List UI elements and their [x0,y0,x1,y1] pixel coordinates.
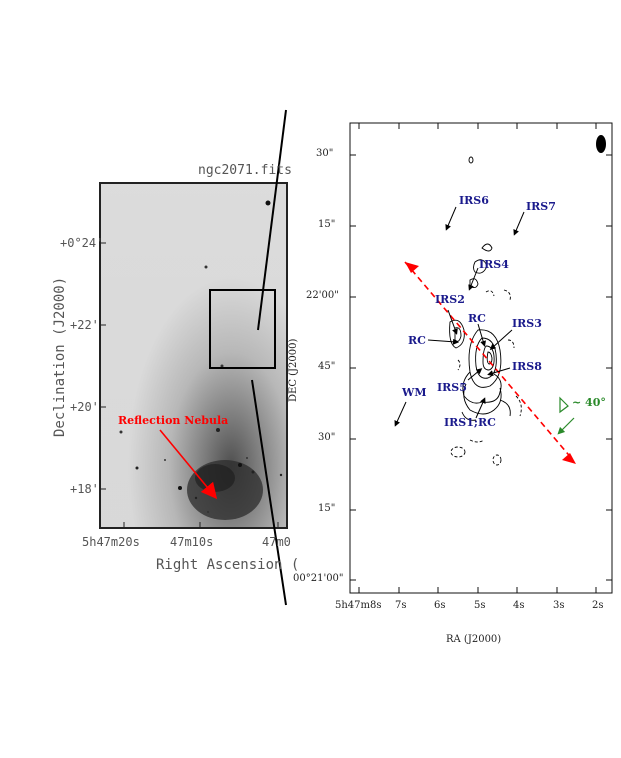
source-label-rc-center: RC [468,312,486,325]
right-ytick-5: 30" [318,432,336,443]
right-xtick-3: 6s [434,600,446,611]
outflow-arrow-nw [405,262,419,273]
source-label-irs7: IRS7 [526,200,556,213]
reflection-nebula-label: Reflection Nebula [118,414,229,427]
source-label-irs4: IRS4 [479,258,509,271]
right-ytick-4: 45" [318,361,336,372]
right-ytick-7: 00°21'00" [293,573,344,584]
zoom-region-box [209,289,276,369]
source-label-irs2: IRS2 [435,293,465,306]
source-label-irs6: IRS6 [459,194,489,207]
zoom-connector-bottom [251,379,287,606]
source-label-irs3: IRS3 [512,317,542,330]
beam-ellipse [596,135,606,153]
right-xtick-4: 5s [474,600,486,611]
zoom-connector-top [257,109,287,331]
source-pointers [394,206,525,427]
left-xtick-1: 5h47m20s [82,535,140,549]
source-label-irs1-rc: IRS1;RC [444,416,496,429]
source-label-irs8: IRS8 [512,360,542,373]
left-axis-ticks [100,242,279,528]
left-xtick-2: 47m10s [170,535,214,549]
right-axis-ticks [350,123,612,593]
right-xtick-2: 7s [395,600,407,611]
right-plot-frame [349,122,613,594]
left-xtick-3: 47m0 [262,535,291,549]
source-label-wm: WM [402,386,427,399]
right-xtick-7: 2s [592,600,604,611]
left-ytick-1: +0°24' [60,236,104,250]
contour-map [449,156,522,466]
reflection-nebula-arrow [159,429,218,500]
right-ytick-6: 15" [318,503,336,514]
optical-image [100,183,287,528]
right-xlabel: RA (J2000) [446,634,502,645]
right-xtick-6: 3s [553,600,565,611]
source-label-rc-west: RC [408,334,426,347]
right-ylabel: DEC (J2000) [288,338,299,402]
right-xtick-1: 5h47m8s [335,600,382,611]
outflow-axis-line [404,261,574,461]
right-ytick-3: 22'00" [306,290,339,301]
right-ytick-2: 15" [318,219,336,230]
left-ytick-3: +20' [70,400,99,414]
right-ytick-1: 30" [316,148,334,159]
outflow-arrow-se [562,453,576,464]
source-label-irs5: IRS5 [437,381,467,394]
position-angle-symbol [557,396,575,435]
right-xtick-5: 4s [513,600,525,611]
left-xlabel: Right Ascension ( [156,557,300,573]
left-ytick-2: +22' [70,318,99,332]
left-plot-title: ngc2071.fits [198,163,292,178]
left-ylabel: Declination (J2000) [52,276,68,437]
position-angle-label: ~ 40° [572,396,606,409]
left-plot-frame [99,182,288,529]
left-ytick-4: +18' [70,482,99,496]
